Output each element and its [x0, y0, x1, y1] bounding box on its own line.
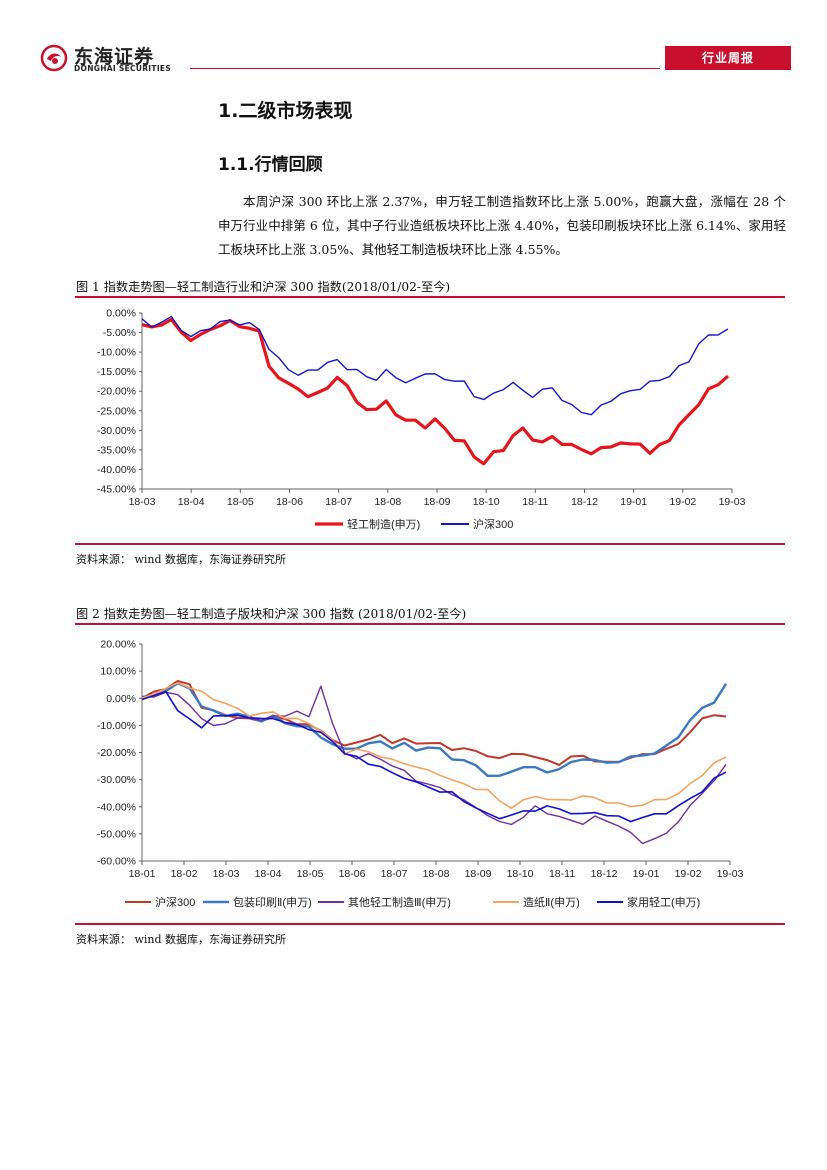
x-tick-label: 18-08	[374, 496, 401, 508]
legend-label: 造纸Ⅱ(申万)	[523, 895, 580, 909]
figure2-title: 图 2 指数走势图—轻工制造子版块和沪深 300 指数 (2018/01/02-…	[76, 607, 467, 621]
figure1-bottom-rule	[75, 543, 785, 545]
x-tick-label: 18-09	[465, 868, 492, 880]
y-tick-label: -35.00%	[97, 444, 136, 456]
x-tick-label: 18-07	[381, 868, 408, 880]
figure2-chart: 20.00% 10.00% 0.00% -10.00% -20.00% -30.00% -4…	[97, 639, 744, 910]
y-tick-label: 10.00%	[100, 666, 136, 678]
x-tick-label: 18-10	[473, 496, 500, 508]
header-divider	[190, 68, 660, 69]
subsection-heading: 1.1.行情回顾	[218, 155, 323, 175]
y-tick-label: -30.00%	[97, 425, 136, 437]
series-line	[141, 680, 727, 766]
y-tick-label: -10.00%	[97, 720, 136, 732]
legend-label: 沪深300	[473, 517, 513, 531]
figure2-top-rule	[75, 623, 785, 625]
market-review-paragraph: 本周沪深 300 环比上涨 2.37%，申万轻工制造指数环比上涨 5.00%，跑…	[218, 194, 786, 257]
legend-label: 家用轻工(申万)	[627, 895, 700, 909]
series-line	[141, 681, 728, 777]
y-tick-label: -40.00%	[97, 801, 136, 813]
company-logo: 东海证券 DONGHAI SECURITIES	[40, 42, 190, 78]
x-tick-label: 19-03	[717, 868, 744, 880]
y-tick-label: -5.00%	[103, 327, 136, 339]
x-tick-label: 18-09	[424, 496, 451, 508]
figure2-bottom-rule	[75, 923, 785, 925]
legend-label: 其他轻工制造Ⅲ(申万)	[348, 895, 451, 909]
donghai-logo-icon	[40, 44, 68, 72]
x-tick-label: 18-08	[423, 868, 450, 880]
legend-label: 沪深300	[155, 895, 195, 909]
report-type-badge: 行业周报	[665, 46, 791, 70]
y-tick-label: 0.00%	[106, 693, 136, 705]
x-tick-label: 18-04	[255, 868, 282, 880]
y-tick-label: -25.00%	[97, 405, 136, 417]
x-tick-label: 18-11	[522, 496, 548, 508]
x-tick-label: 19-02	[669, 496, 696, 508]
company-name-en: DONGHAI SECURITIES	[74, 64, 172, 73]
y-tick-label: 20.00%	[100, 639, 136, 651]
x-tick-label: 18-10	[507, 868, 534, 880]
figure1-title: 图 1 指数走势图—轻工制造行业和沪深 300 指数(2018/01/02-至今…	[76, 280, 451, 294]
x-tick-label: 19-01	[633, 868, 660, 880]
x-tick-label: 18-01	[129, 868, 156, 880]
x-tick-label: 19-03	[719, 496, 746, 508]
x-tick-label: 18-03	[129, 496, 156, 508]
x-tick-label: 18-11	[549, 868, 575, 880]
y-tick-label: 0.00%	[106, 308, 136, 320]
section-heading: 1.二级市场表现	[218, 100, 353, 122]
x-tick-label: 18-06	[276, 496, 303, 508]
x-tick-label: 18-06	[339, 868, 366, 880]
y-tick-label: -60.00%	[97, 856, 136, 868]
y-tick-label: -15.00%	[97, 366, 136, 378]
figure1-chart: 0.00% -5.00% -10.00% -15.00% -20.00% -25.00% -…	[97, 308, 746, 532]
x-tick-label: 18-05	[297, 868, 324, 880]
y-tick-label: -45.00%	[97, 484, 136, 496]
figure2-source: 资料来源： wind 数据库，东海证券研究所	[76, 933, 287, 946]
series-line	[141, 690, 727, 823]
y-tick-label: -20.00%	[97, 747, 136, 759]
x-tick-label: 18-12	[571, 496, 598, 508]
legend-label: 包装印刷Ⅱ(申万)	[233, 896, 312, 909]
x-tick-label: 18-07	[325, 496, 352, 508]
x-tick-label: 18-04	[178, 496, 205, 508]
x-tick-label: 18-05	[227, 496, 254, 508]
x-tick-label: 18-02	[171, 868, 198, 880]
legend-label: 轻工制造(申万)	[347, 517, 420, 531]
company-name-cn: 东海证券	[74, 46, 155, 68]
y-tick-label: -50.00%	[97, 828, 136, 840]
figure1-top-rule	[75, 296, 785, 298]
x-tick-label: 19-01	[620, 496, 647, 508]
y-tick-label: -40.00%	[97, 464, 136, 476]
x-tick-label: 18-03	[213, 868, 240, 880]
series-line	[141, 681, 727, 809]
series-line	[141, 315, 729, 416]
x-tick-label: 19-02	[675, 868, 702, 880]
x-tick-label: 18-12	[591, 868, 618, 880]
y-tick-label: -20.00%	[97, 386, 136, 398]
series-line	[141, 685, 727, 845]
series-line	[141, 317, 730, 466]
figure1-source: 资料来源： wind 数据库，东海证券研究所	[76, 553, 287, 566]
y-tick-label: -30.00%	[97, 774, 136, 786]
y-tick-label: -10.00%	[97, 347, 136, 359]
